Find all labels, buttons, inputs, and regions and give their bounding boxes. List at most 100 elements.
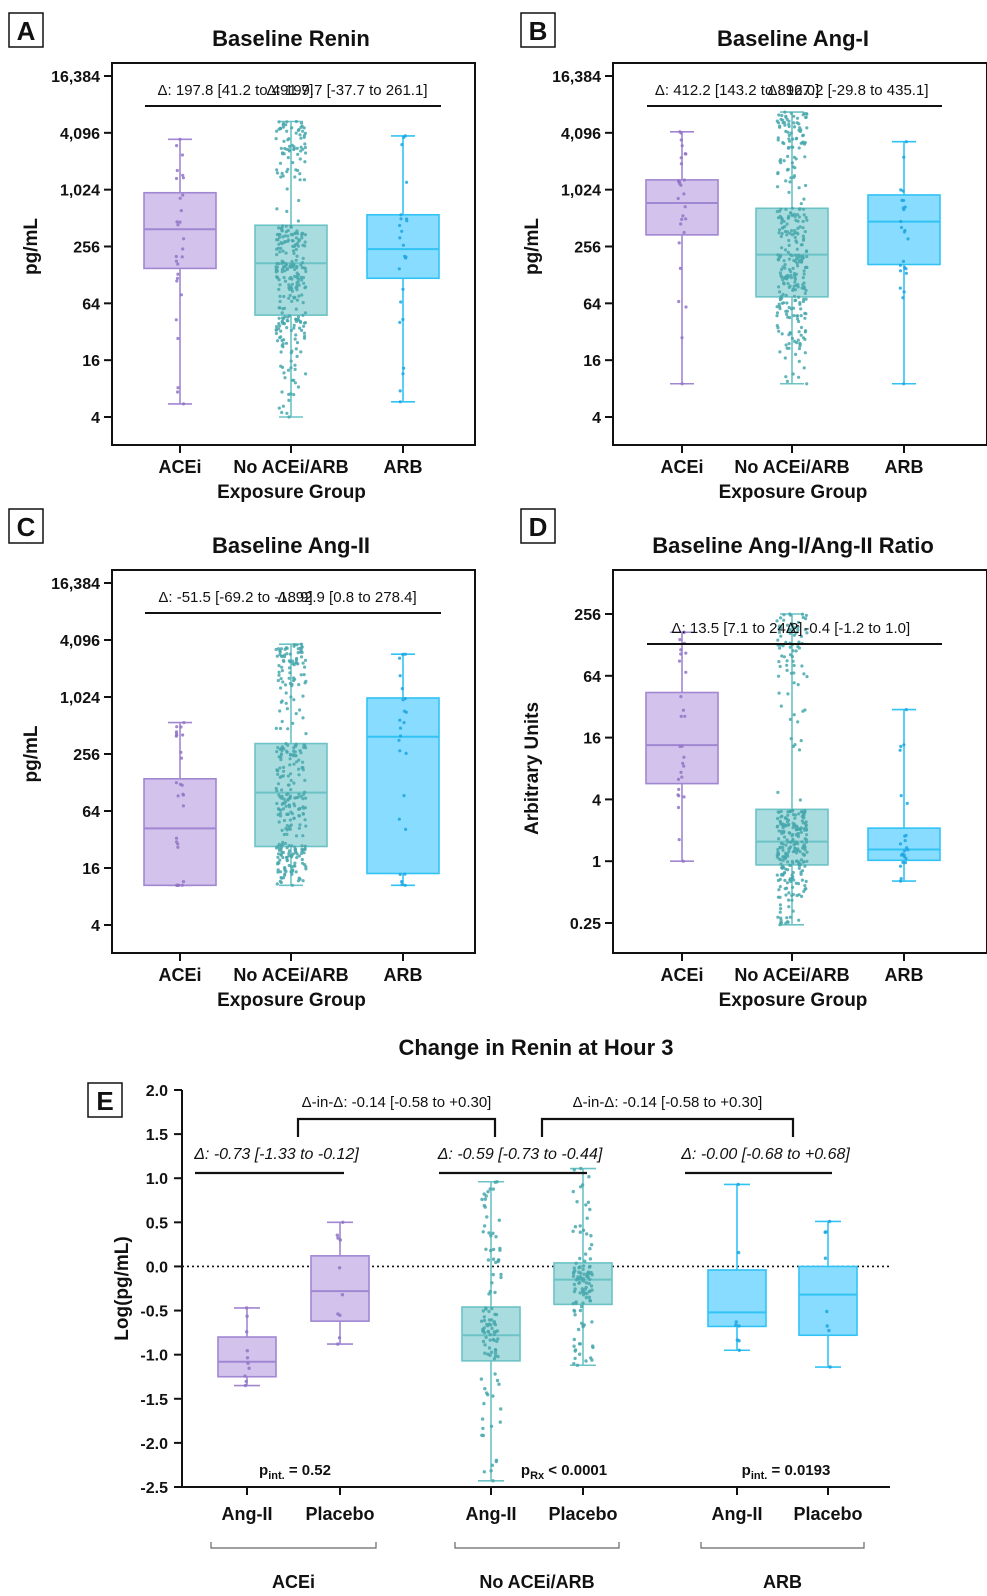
data-point xyxy=(287,676,291,680)
data-point xyxy=(681,214,685,218)
data-point xyxy=(787,257,792,261)
y-tick-label: 1,024 xyxy=(60,183,100,200)
x-tick-label: ACEi xyxy=(660,965,703,985)
data-point xyxy=(299,121,304,125)
y-tick-label: 16 xyxy=(583,353,601,370)
data-point xyxy=(784,179,788,183)
data-point xyxy=(497,1382,501,1386)
data-point xyxy=(291,161,295,165)
data-point xyxy=(589,1284,594,1288)
data-point xyxy=(792,125,797,129)
data-point xyxy=(276,861,280,865)
box-iqr xyxy=(645,179,719,236)
data-point xyxy=(290,883,294,887)
data-point xyxy=(302,331,307,335)
data-point xyxy=(174,254,178,259)
data-point xyxy=(798,798,803,802)
data-point xyxy=(791,909,795,913)
did-label: Δ-in-Δ: -0.14 [-0.58 to +0.30] xyxy=(302,1094,492,1111)
data-point xyxy=(588,1264,592,1269)
box-iqr xyxy=(143,778,217,887)
data-point xyxy=(799,826,803,830)
data-point xyxy=(298,157,302,161)
data-point xyxy=(780,654,784,658)
data-point xyxy=(301,301,305,305)
data-point xyxy=(494,1235,498,1239)
data-point xyxy=(803,230,807,234)
data-point xyxy=(275,129,279,133)
data-point xyxy=(782,282,786,286)
data-point xyxy=(795,261,799,265)
data-point xyxy=(583,1252,588,1256)
data-point xyxy=(243,1383,248,1388)
data-point xyxy=(484,1307,488,1311)
data-point xyxy=(479,1319,484,1323)
data-point xyxy=(779,809,783,814)
data-point xyxy=(903,861,908,865)
data-point xyxy=(284,646,288,650)
data-point xyxy=(791,649,795,653)
data-point xyxy=(280,343,284,348)
data-point xyxy=(588,1207,592,1212)
x-axis-label: Exposure Group xyxy=(217,482,366,503)
data-point xyxy=(245,1314,249,1318)
data-point xyxy=(282,294,286,299)
data-point xyxy=(797,860,801,864)
data-point xyxy=(778,228,782,232)
data-point xyxy=(791,861,795,865)
data-point xyxy=(303,311,308,315)
data-point xyxy=(283,873,287,877)
data-point xyxy=(493,1348,498,1353)
data-point xyxy=(287,783,291,787)
data-point xyxy=(802,672,806,676)
data-point xyxy=(300,261,305,265)
data-point xyxy=(403,872,407,876)
data-point xyxy=(301,797,305,801)
data-point xyxy=(787,119,791,123)
data-point xyxy=(293,295,297,299)
data-point xyxy=(680,144,684,148)
data-point xyxy=(181,880,186,884)
data-point xyxy=(288,763,292,767)
data-point xyxy=(679,695,683,699)
data-point xyxy=(282,818,287,823)
panel-letter-box xyxy=(87,1082,123,1118)
comparison-label: Δ: -0.4 [-1.2 to 1.0] xyxy=(786,620,910,637)
y-axis-label: Log(pg/mL) xyxy=(112,1236,133,1340)
data-point xyxy=(401,243,405,247)
data-point xyxy=(176,262,180,266)
data-point xyxy=(285,846,289,850)
data-point xyxy=(179,725,183,729)
data-point xyxy=(296,280,300,284)
data-point xyxy=(287,844,291,848)
data-point xyxy=(781,858,785,863)
data-point xyxy=(585,1274,590,1278)
data-point xyxy=(786,281,790,286)
data-point xyxy=(297,826,301,830)
y-axis-label: pg/mL xyxy=(522,218,543,275)
data-point xyxy=(573,1269,577,1273)
data-point xyxy=(244,1379,248,1384)
data-point xyxy=(290,349,294,353)
x-tick-label: ARB xyxy=(885,965,924,985)
data-point xyxy=(284,701,288,705)
data-point xyxy=(488,1289,492,1294)
y-tick-label: 16,384 xyxy=(552,69,601,86)
data-point xyxy=(784,309,788,313)
data-point xyxy=(779,273,783,278)
data-point xyxy=(295,661,299,665)
data-point xyxy=(277,327,281,331)
data-point xyxy=(182,721,186,725)
data-point xyxy=(786,250,790,254)
data-point xyxy=(287,666,292,670)
data-point xyxy=(789,176,793,180)
data-point xyxy=(800,664,804,668)
box-iqr xyxy=(645,691,719,785)
data-point xyxy=(797,640,801,644)
data-point xyxy=(281,658,285,663)
data-point xyxy=(300,861,305,865)
data-point xyxy=(797,186,801,190)
data-point xyxy=(401,317,405,322)
data-point xyxy=(788,846,792,850)
x-tick-label: ACEi xyxy=(158,457,201,477)
